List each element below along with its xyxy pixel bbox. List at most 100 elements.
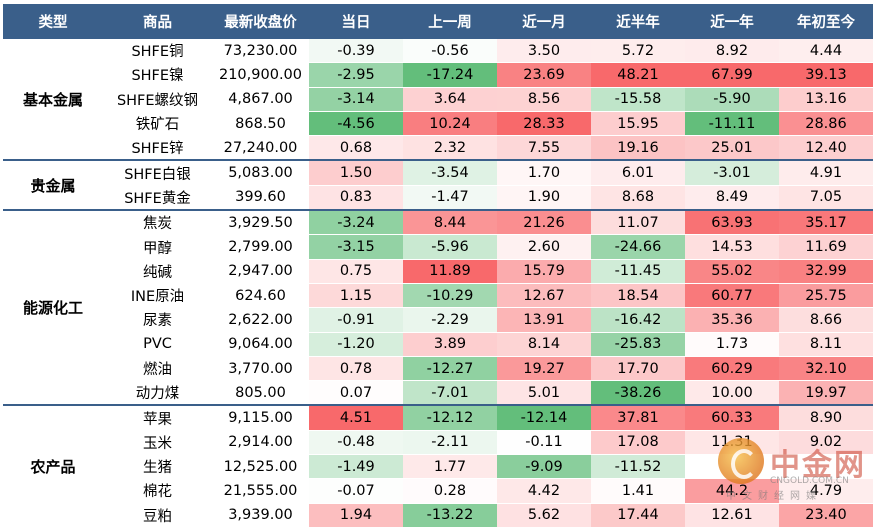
change-value: 1.41 (591, 478, 685, 504)
change-value: 15.79 (497, 259, 591, 284)
table-row: PVC 9,064.00 -1.20 3.89 8.14 -25.83 1.73 8.11 (3, 332, 873, 357)
change-value: -0.07 (309, 478, 403, 504)
change-value: 63.93 (685, 209, 779, 236)
change-value: 15.95 (591, 111, 685, 137)
category-cell: 能源化工 (3, 209, 103, 406)
close-price: 2,799.00 (212, 234, 309, 260)
table-row: INE原油 624.60 1.15 -10.29 12.67 18.54 60.77 25.7… (3, 283, 873, 309)
change-value: 32.99 (779, 259, 873, 284)
change-value: 8.56 (497, 87, 591, 112)
close-price: 12,525.00 (212, 454, 309, 480)
table-row: 能源化工 焦炭 3,929.50 -3.24 8.44 21.26 11.07 63.93 35… (3, 209, 873, 406)
close-price: 3,929.50 (212, 209, 309, 236)
table-row: 甲醇 2,799.00 -3.15 -5.96 2.60 -24.66 14.53 11.69 (3, 234, 873, 260)
change-value: -11.11 (685, 111, 779, 137)
header-half-year: 近半年 (591, 4, 685, 39)
change-value: -12.27 (403, 356, 497, 382)
change-value: -0.56 (403, 39, 497, 64)
change-value: 1.77 (403, 454, 497, 480)
commodity-name: 生猪 (103, 454, 212, 480)
change-value: -3.15 (309, 234, 403, 260)
commodity-name: 尿素 (103, 307, 212, 333)
header-row: 类型 商品 最新收盘价 当日 上一周 近一月 近半年 近一年 年初至今 (3, 4, 873, 39)
commodity-name: SHFE镍 (103, 62, 212, 88)
table-row: 豆粕 3,939.00 1.94 -13.22 5.62 17.44 12.61 23.40 (3, 503, 873, 528)
close-price: 3,939.00 (212, 503, 309, 528)
change-value: 19.97 (779, 380, 873, 406)
table-row: SHFE镍 210,900.00 -2.95 -17.24 23.69 48.21 67.9… (3, 62, 873, 88)
change-value: -1.47 (403, 185, 497, 211)
change-value: 11.69 (779, 234, 873, 260)
change-value: 7.05 (779, 185, 873, 211)
group-1: 贵金属 SHFE白银 5,083.00 1.50 -3.54 1.70 6.01 -3.01 4… (3, 159, 873, 211)
change-value: -17.24 (403, 62, 497, 88)
commodity-name: 豆粕 (103, 503, 212, 528)
close-price: 9,115.00 (212, 404, 309, 431)
change-value: 19.27 (497, 356, 591, 382)
change-value: -24.66 (591, 234, 685, 260)
change-value: 0.75 (309, 259, 403, 284)
change-value: 2.32 (403, 135, 497, 161)
change-value: -2.29 (403, 307, 497, 333)
change-value: 3.64 (403, 87, 497, 112)
commodity-name: INE原油 (103, 283, 212, 309)
commodity-name: SHFE锌 (103, 135, 212, 161)
change-value: 5.01 (497, 380, 591, 406)
commodity-name: SHFE黄金 (103, 185, 212, 211)
close-price: 2,947.00 (212, 259, 309, 284)
change-value: 48.21 (591, 62, 685, 88)
change-value: -3.01 (685, 159, 779, 186)
change-value: -16.42 (591, 307, 685, 333)
change-value: 4.44 (779, 39, 873, 64)
change-value: 4.42 (497, 478, 591, 504)
change-value: -1.20 (309, 332, 403, 357)
commodity-name: SHFE螺纹钢 (103, 87, 212, 112)
header-day: 当日 (309, 4, 403, 39)
commodity-name: 棉花 (103, 478, 212, 504)
change-value: 35.36 (685, 307, 779, 333)
change-value: 13.91 (497, 307, 591, 333)
close-price: 73,230.00 (212, 39, 309, 64)
table-row: 贵金属 SHFE白银 5,083.00 1.50 -3.54 1.70 6.01 -3.01 4… (3, 159, 873, 211)
change-value: -10.29 (403, 283, 497, 309)
change-value: 0.78 (309, 356, 403, 382)
commodity-name: 甲醇 (103, 234, 212, 260)
change-value: 1.73 (685, 332, 779, 357)
table-row: SHFE黄金 399.60 0.83 -1.47 1.90 8.68 8.49 7.05 (3, 185, 873, 211)
change-value: 3.89 (403, 332, 497, 357)
change-value: 8.92 (685, 39, 779, 64)
change-value: 28.86 (779, 111, 873, 137)
close-price: 2,914.00 (212, 430, 309, 456)
header-commodity: 商品 (103, 4, 212, 39)
change-value: -3.24 (309, 209, 403, 236)
change-value: 1.94 (309, 503, 403, 528)
change-value: -5.90 (685, 87, 779, 112)
change-value: -3.14 (309, 87, 403, 112)
change-value: 23.69 (497, 62, 591, 88)
change-value: 11.89 (403, 259, 497, 284)
change-value: -11.52 (591, 454, 685, 480)
change-value: -0.48 (309, 430, 403, 456)
close-price: 2,622.00 (212, 307, 309, 333)
change-value: 8.90 (779, 404, 873, 431)
change-value: 25.01 (685, 135, 779, 161)
close-price: 3,770.00 (212, 356, 309, 382)
category-cell: 基本金属 (3, 39, 103, 161)
change-value: 12.67 (497, 283, 591, 309)
change-value: 9.02 (779, 430, 873, 456)
header-ytd: 年初至今 (779, 4, 873, 39)
change-value: 12.40 (779, 135, 873, 161)
change-value: -2.11 (403, 430, 497, 456)
close-price: 624.60 (212, 283, 309, 309)
table-row: 动力煤 805.00 0.07 -7.01 5.01 -38.26 10.00 19.97 (3, 380, 873, 406)
change-value: 23.40 (779, 503, 873, 528)
category-cell: 贵金属 (3, 159, 103, 211)
change-value: 4.51 (309, 404, 403, 431)
table-row: 纯碱 2,947.00 0.75 11.89 15.79 -11.45 55.02 32.99 (3, 259, 873, 284)
change-value: 0.28 (403, 478, 497, 504)
header-category: 类型 (3, 4, 103, 39)
commodity-name: 玉米 (103, 430, 212, 456)
change-value: -3.54 (403, 159, 497, 186)
close-price: 210,900.00 (212, 62, 309, 88)
change-value: 5.62 (497, 503, 591, 528)
